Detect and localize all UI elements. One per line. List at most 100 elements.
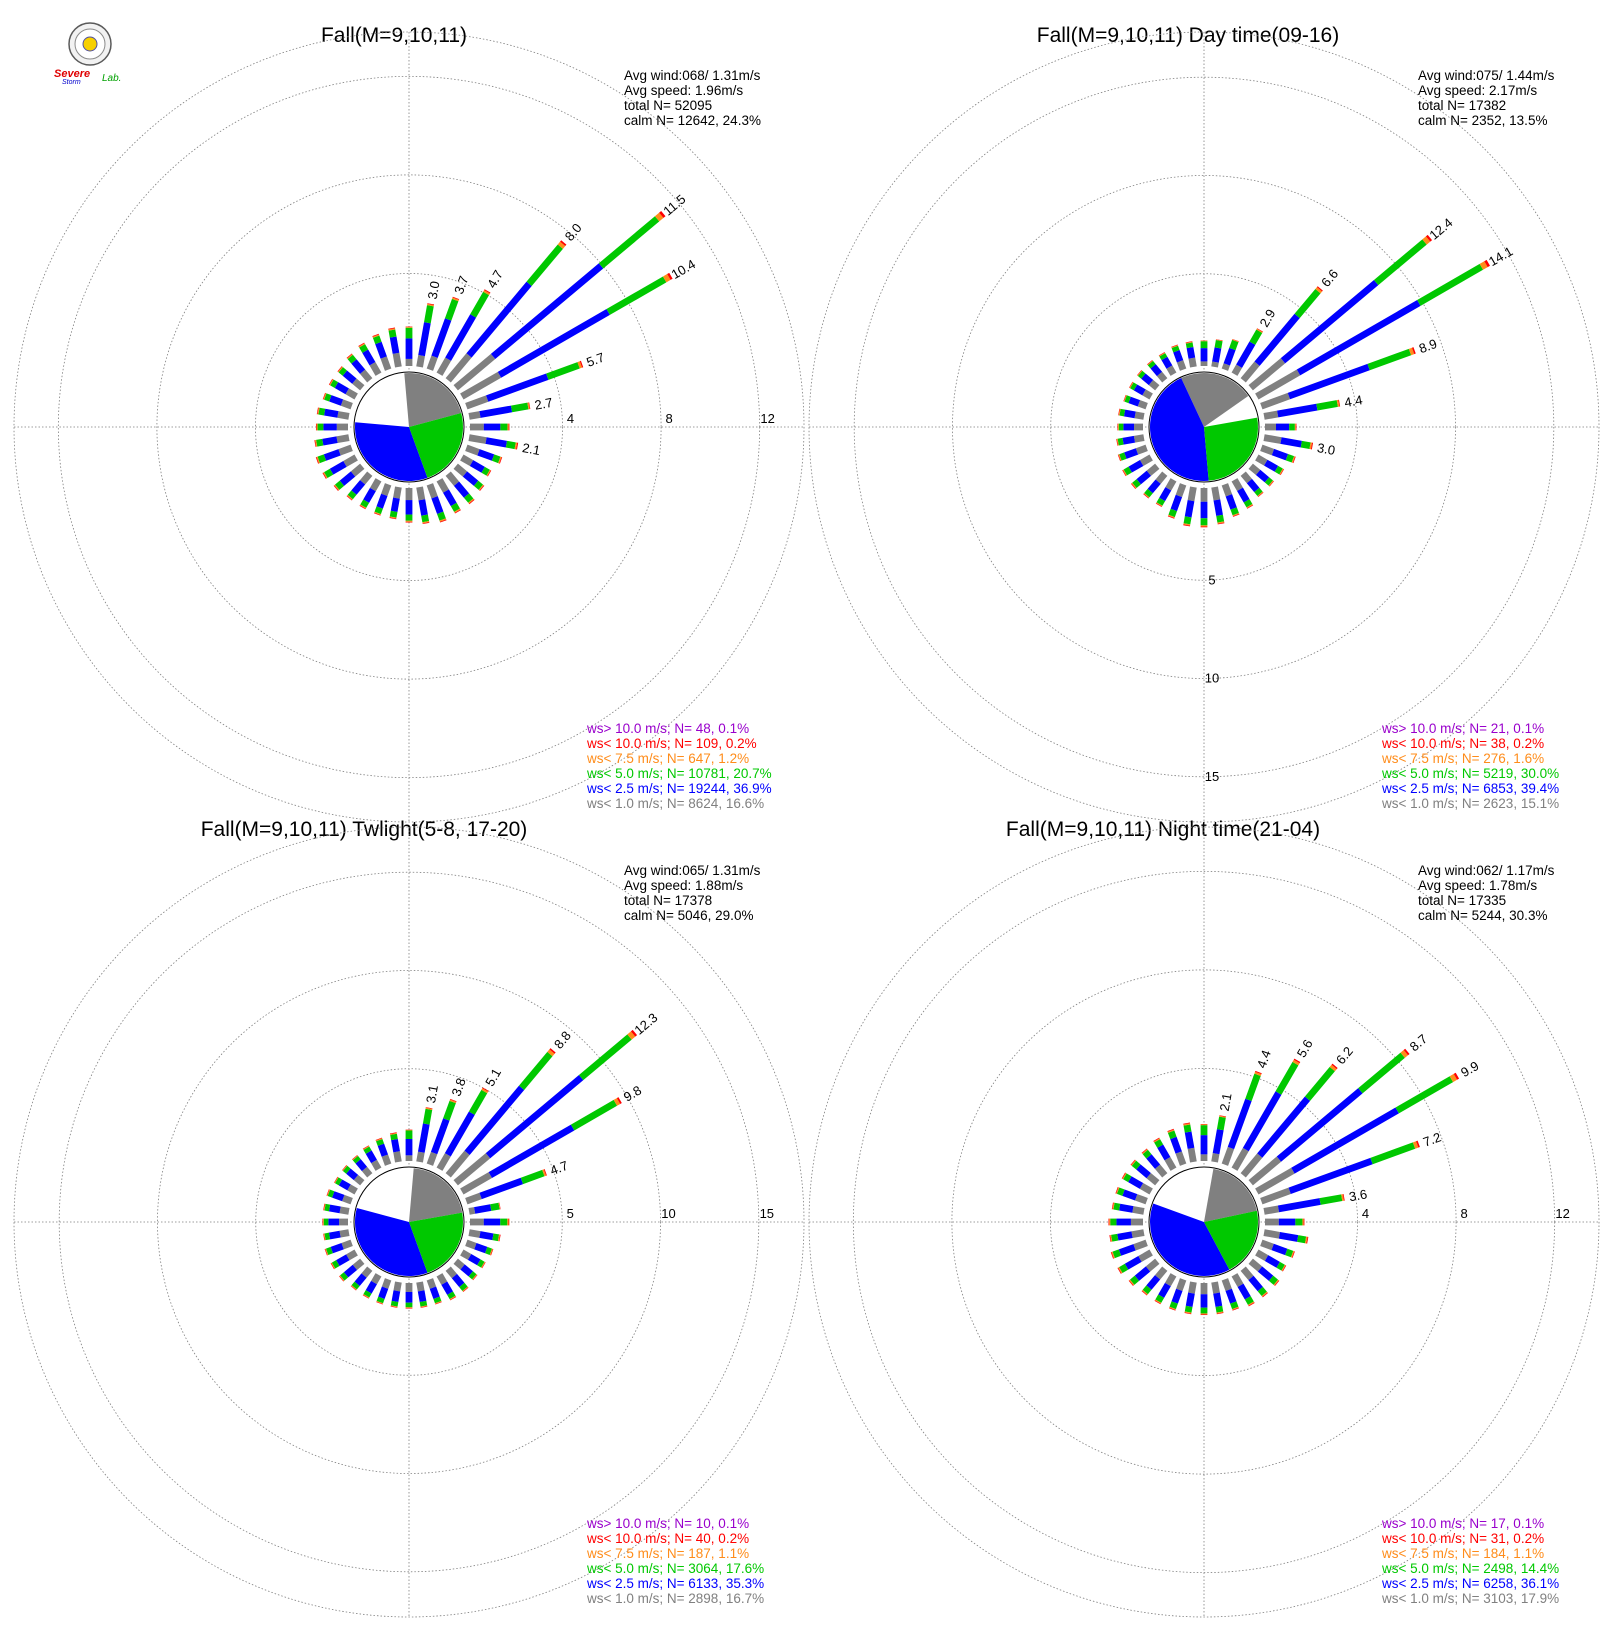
sector-label: 3.6 <box>1348 1186 1368 1204</box>
bar-segment <box>1264 1255 1280 1268</box>
bar-segment <box>330 1242 344 1254</box>
bar-segment <box>1280 279 1379 364</box>
bar-segment <box>1290 1250 1295 1258</box>
wind-sector-bar <box>1248 234 1433 391</box>
bar-segment <box>388 327 396 330</box>
bar-segment <box>1341 1194 1344 1202</box>
wind-sector-bar <box>362 1145 382 1171</box>
logo-word-1: Severe <box>54 68 90 80</box>
bar-segment <box>358 343 366 348</box>
bar-segment <box>390 1300 399 1307</box>
radial-tick-label: 5 <box>1208 572 1215 587</box>
bar-segment <box>479 1231 494 1241</box>
bar-segment <box>1116 1187 1120 1194</box>
bar-segment <box>420 1306 428 1308</box>
bar-segment <box>1264 459 1279 472</box>
bar-segment <box>485 1074 584 1159</box>
bar-segment <box>388 329 397 338</box>
bar-segment <box>342 1194 353 1205</box>
bar-segment <box>1237 487 1250 503</box>
bar-segment <box>1124 1256 1142 1270</box>
bar-segment <box>389 517 397 520</box>
bar-segment <box>1261 1291 1268 1297</box>
bar-segment <box>365 1150 377 1164</box>
bar-segment <box>520 1169 545 1185</box>
bar-segment <box>329 461 347 475</box>
bar-segment <box>1134 423 1143 431</box>
bar-segment <box>445 353 472 383</box>
bar-segment <box>1230 507 1239 516</box>
bar-segment <box>324 393 332 402</box>
bar-segment <box>1260 392 1291 410</box>
bar-segment <box>474 1204 492 1214</box>
wind-sector-bar <box>1116 434 1145 446</box>
bar-segment <box>1416 1140 1420 1148</box>
bar-segment <box>1338 399 1341 407</box>
sector-label: 3.7 <box>451 274 471 296</box>
bar-segment <box>1215 339 1223 341</box>
bar-segment <box>1254 487 1263 496</box>
bar-segment <box>315 439 318 447</box>
bar-segment <box>1329 1064 1337 1072</box>
wind-sector-bar <box>390 1281 402 1308</box>
radial-ring <box>853 76 1555 778</box>
bar-segment <box>1142 1149 1152 1159</box>
bar-segment <box>1119 1203 1134 1213</box>
wind-sector-bar <box>315 423 349 431</box>
bar-segment <box>498 456 502 464</box>
bar-segment <box>359 504 367 509</box>
bar-segment <box>1167 1128 1174 1132</box>
bar-segment <box>334 1176 338 1183</box>
bar-segment <box>1303 1218 1305 1226</box>
chart-title: Fall(M=9,10,11) <box>321 24 467 47</box>
bar-segment <box>351 359 366 374</box>
bar-segment <box>1115 1186 1119 1194</box>
bar-segment <box>1216 1311 1224 1314</box>
bar-segment <box>1168 514 1175 519</box>
bar-segment <box>1278 1218 1296 1226</box>
bar-segment <box>1183 1123 1191 1126</box>
wind-sector-bar <box>326 1189 353 1205</box>
wind-sector-bar <box>333 463 365 491</box>
wind-sector-bar <box>372 333 392 371</box>
bar-segment <box>451 1273 465 1288</box>
wind-sector-bar <box>362 1273 382 1299</box>
wind-sector-bar <box>1121 1172 1153 1195</box>
sector-label: 8.7 <box>1407 1031 1430 1054</box>
radial-tick-label: 15 <box>1205 769 1219 784</box>
bar-segment <box>1304 1066 1335 1101</box>
bar-segment <box>436 1273 448 1285</box>
bar-segment <box>374 506 383 515</box>
bar-segment <box>482 1087 489 1092</box>
bar-segment <box>1221 483 1233 497</box>
bar-segment <box>1129 381 1134 389</box>
bar-segment <box>1310 442 1314 450</box>
bar-segment <box>372 333 379 337</box>
bar-segment <box>1164 1157 1177 1171</box>
bar-segment <box>1271 448 1289 461</box>
bar-segment <box>1237 1283 1251 1300</box>
bar-segment <box>1219 1115 1227 1117</box>
bar-segment <box>1142 1149 1148 1155</box>
bar-segment <box>1200 1124 1208 1126</box>
bar-segment <box>331 1260 340 1269</box>
bar-segment <box>351 1285 357 1291</box>
bar-segment <box>1119 452 1127 461</box>
bar-segment <box>326 1189 330 1196</box>
bar-segment <box>1118 408 1121 416</box>
bar-segment <box>323 1233 325 1241</box>
bar-segment <box>316 438 324 447</box>
bar-segment <box>439 519 447 523</box>
bar-segment <box>1217 522 1225 525</box>
bar-segment <box>1248 1275 1263 1292</box>
bar-segment <box>1175 483 1187 498</box>
wind-sector-bar <box>1154 1273 1177 1305</box>
wind-sector-bar <box>1109 1229 1145 1242</box>
bar-segment <box>1294 423 1296 431</box>
sector-label: 9.9 <box>1458 1058 1481 1080</box>
bar-segment <box>378 1286 389 1299</box>
bar-segment <box>1263 1205 1280 1215</box>
bar-segment <box>1123 409 1136 419</box>
bar-segment <box>342 1165 348 1171</box>
bar-segment <box>490 263 604 360</box>
